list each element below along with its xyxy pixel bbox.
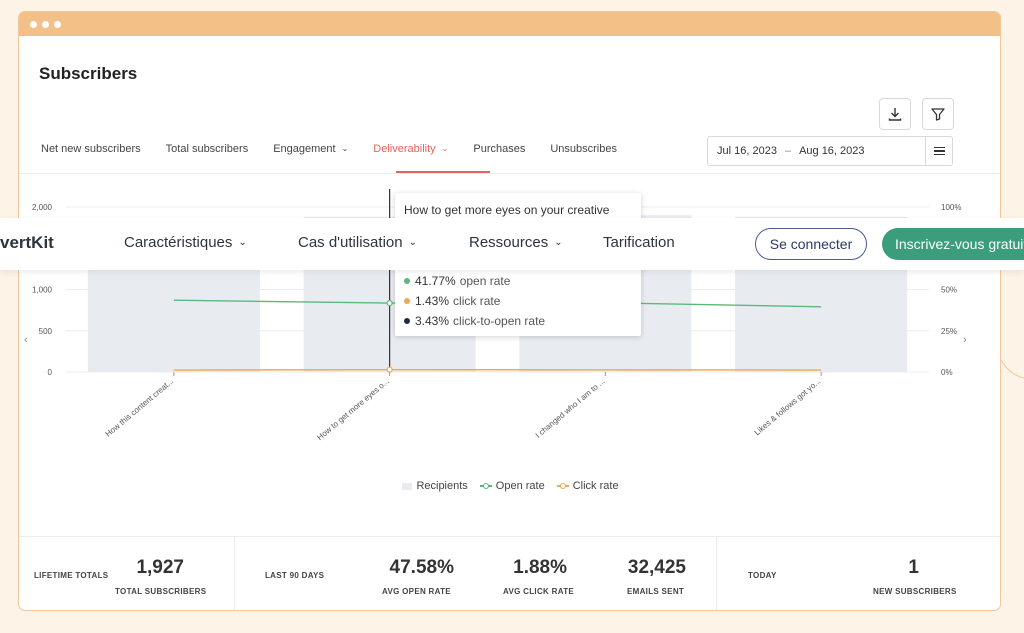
chart-legend: Recipients Open rate Click rate: [19, 480, 1000, 492]
avg-open-rate-label: AVG OPEN RATE: [382, 587, 451, 596]
totals-separator: [234, 537, 235, 610]
x-tick-label: I changed who I am to ...: [534, 377, 607, 440]
bullet-icon: [404, 278, 410, 284]
nav-pricing[interactable]: Tarification: [603, 234, 675, 251]
tooltip-row-cto: 3.43% click-to-open rate: [404, 314, 545, 328]
y-left-tick-label: 500: [39, 327, 53, 336]
tooltip-row-open: 41.77% open rate: [404, 274, 510, 288]
avg-open-rate-value: 47.58%: [389, 557, 454, 578]
y-right-tick-label: 0%: [941, 368, 953, 377]
page-title: Subscribers: [39, 64, 138, 83]
y-right-tick-label: 50%: [941, 286, 957, 295]
report-tabs: Net new subscribers Total subscribers En…: [41, 140, 642, 158]
today-label: TODAY: [748, 571, 777, 580]
series-point: [386, 366, 393, 373]
legend-click-rate[interactable]: Click rate: [556, 480, 619, 492]
chevron-down-icon: ⌄: [238, 237, 247, 248]
site-navbar: vertKit Caractéristiques ⌄ Cas d'utilisat…: [0, 218, 1024, 270]
app-window: Subscribers Net new subscribers Total su…: [18, 11, 1001, 611]
total-subscribers-label: TOTAL SUBSCRIBERS: [115, 587, 207, 596]
nav-features[interactable]: Caractéristiques ⌄: [124, 234, 247, 251]
new-subscribers-value: 1: [908, 557, 919, 578]
chart-menu-button[interactable]: [925, 136, 953, 166]
brand-logo[interactable]: vertKit: [0, 233, 54, 252]
login-button[interactable]: Se connecter: [755, 228, 867, 260]
filter-icon: [931, 108, 945, 121]
date-start: Jul 16, 2023: [717, 145, 777, 157]
chevron-down-icon: ⌄: [441, 143, 449, 153]
signup-button[interactable]: Inscrivez-vous gratuitement: [882, 228, 1024, 260]
filter-button[interactable]: [922, 98, 954, 130]
download-button[interactable]: [879, 98, 911, 130]
active-tab-indicator: [396, 171, 490, 173]
chevron-left-icon[interactable]: ‹: [24, 334, 28, 346]
tab-total-subscribers[interactable]: Total subscribers: [165, 143, 249, 155]
tab-unsubscribes[interactable]: Unsubscribes: [550, 143, 617, 155]
y-right-tick-label: 25%: [941, 327, 957, 336]
y-left-tick-label: 0: [48, 368, 53, 377]
bullet-icon: [404, 298, 410, 304]
tab-net-new-subscribers[interactable]: Net new subscribers: [41, 143, 141, 155]
window-dot-icon: [30, 20, 37, 28]
hamburger-icon-line: [933, 150, 945, 152]
hamburger-icon: [933, 146, 945, 149]
total-subscribers-value: 1,927: [136, 557, 184, 578]
y-left-tick-label: 2,000: [32, 203, 53, 212]
window-dot-icon: [42, 20, 49, 28]
legend-swatch: [479, 483, 492, 489]
x-tick-label: How to get more eyes o...: [315, 377, 391, 442]
chevron-right-icon[interactable]: ›: [963, 334, 967, 346]
x-tick-label: Likes & follows got yo...: [753, 377, 823, 438]
tooltip-row-click: 1.43% click rate: [404, 294, 500, 308]
tab-engagement[interactable]: Engagement ⌄: [273, 143, 349, 155]
legend-swatch: [556, 483, 569, 489]
emails-sent-value: 32,425: [627, 557, 686, 578]
date-end: Aug 16, 2023: [799, 145, 865, 157]
chevron-down-icon: ⌄: [341, 143, 349, 153]
new-subscribers-label: NEW SUBSCRIBERS: [873, 587, 957, 596]
legend-open-rate[interactable]: Open rate: [479, 480, 545, 492]
hamburger-icon-line: [933, 153, 945, 156]
lifetime-totals-label: LIFETIME TOTALS: [34, 571, 109, 580]
window-dot-icon: [54, 20, 61, 28]
y-right-tick-label: 100%: [941, 203, 961, 212]
nav-use-cases[interactable]: Cas d'utilisation ⌄: [298, 234, 417, 251]
chevron-down-icon: ⌄: [408, 237, 417, 248]
last-90-days-label: LAST 90 DAYS: [265, 571, 325, 580]
window-titlebar: [19, 12, 1000, 36]
header-divider: [19, 173, 1000, 174]
y-left-tick-label: 1,000: [32, 286, 53, 295]
totals-bar: LIFETIME TOTALS 1,927 TOTAL SUBSCRIBERS …: [19, 536, 1000, 610]
nav-resources[interactable]: Ressources ⌄: [469, 234, 563, 251]
download-icon: [888, 108, 902, 121]
tooltip-title: How to get more eyes on your creative: [404, 203, 610, 217]
date-range-picker[interactable]: Jul 16, 2023 – Aug 16, 2023: [707, 136, 926, 166]
legend-recipients[interactable]: Recipients: [402, 480, 468, 492]
tab-purchases[interactable]: Purchases: [473, 143, 526, 155]
legend-swatch: [402, 482, 413, 490]
emails-sent-label: EMAILS SENT: [627, 587, 685, 596]
totals-separator: [716, 537, 717, 610]
x-tick-label: How this content creat...: [104, 377, 176, 439]
avg-click-rate-label: AVG CLICK RATE: [503, 587, 575, 596]
avg-click-rate-value: 1.88%: [513, 557, 567, 578]
bullet-icon: [404, 318, 410, 324]
date-separator: –: [784, 145, 792, 157]
series-point: [386, 299, 393, 307]
tab-deliverability[interactable]: Deliverability ⌄: [373, 143, 449, 155]
chevron-down-icon: ⌄: [554, 237, 563, 248]
